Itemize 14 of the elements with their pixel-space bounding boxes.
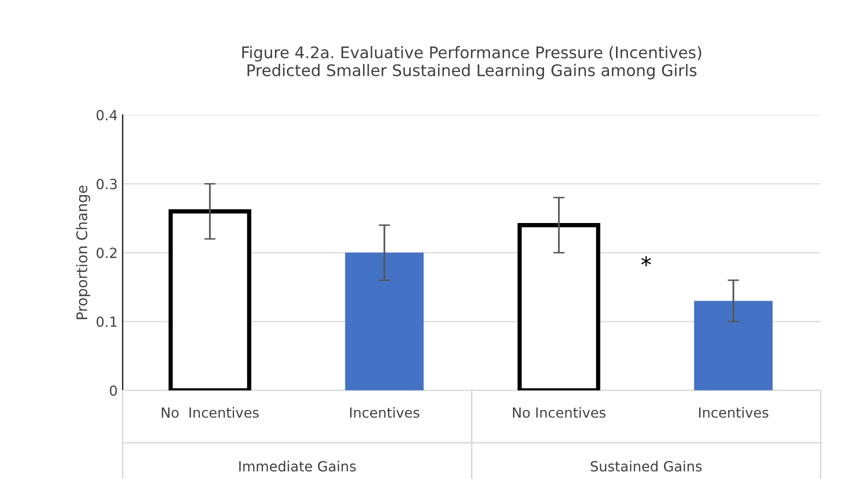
text: Immediate Gains [239,460,356,472]
y-tick-label: 0.4 [96,110,118,120]
y-tick-label: 0.2 [96,248,116,258]
y-tick-label: 0.1 [96,316,117,328]
y-tick-label: 0 [110,385,117,396]
annotation: * [641,256,652,266]
x-tick-label: No Incentives [162,407,259,418]
text: Sustained Gains [590,460,702,472]
x-tick-label: Incentives [699,407,768,418]
x-tick-label: Incentives [350,407,420,418]
y-axis-title: Proportion Change [76,186,90,320]
chart-title: Figure 4.2a. Evaluative Performance Pressure (Incentives) Predicted Smaller Sustained Learning Gains among Girls [242,46,702,80]
y-tick-label: 0.3 [96,178,117,190]
x-tick-label: No Incentives [513,407,606,418]
